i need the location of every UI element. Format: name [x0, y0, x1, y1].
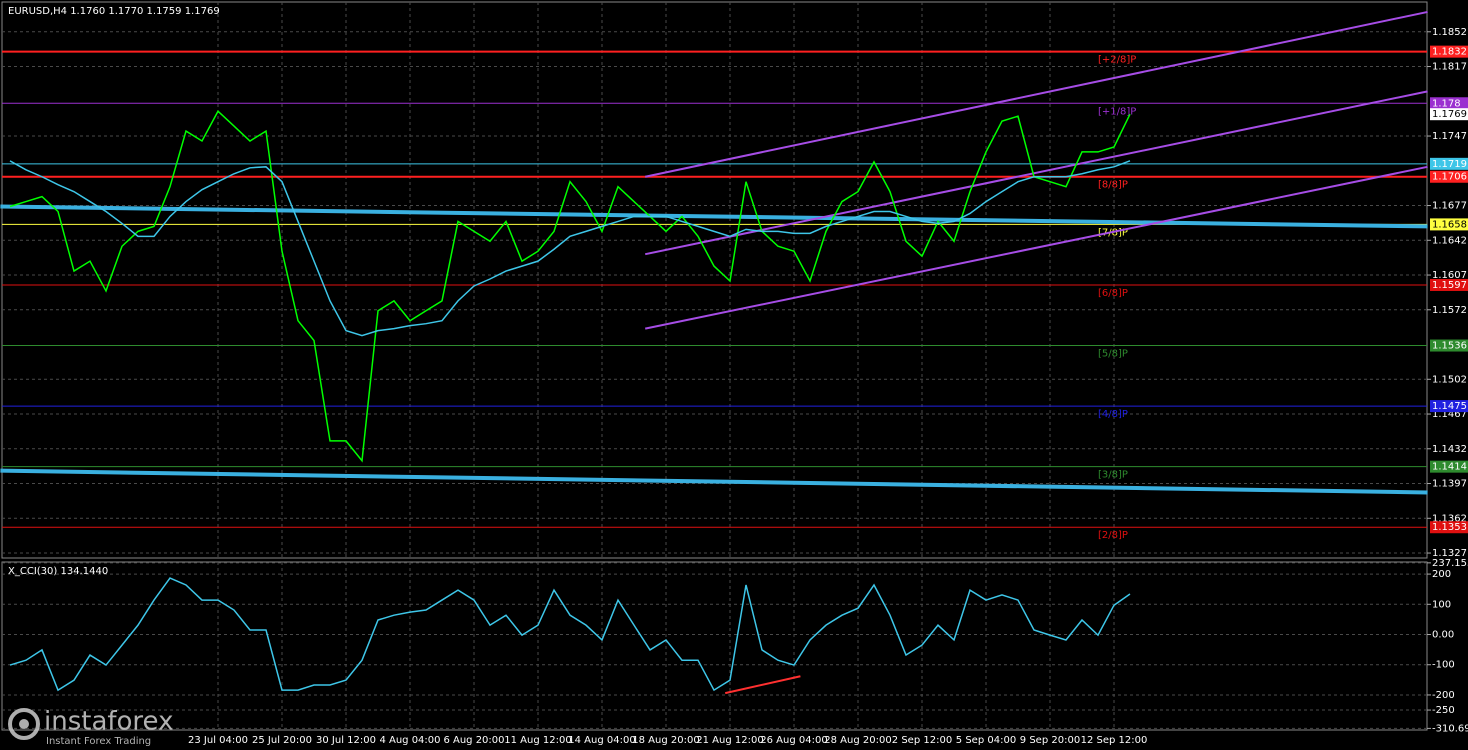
x-tick-label: 12 Sep 12:00	[1081, 735, 1148, 746]
level-price-box	[1430, 521, 1468, 534]
x-tick-label: 5 Sep 04:00	[956, 735, 1016, 746]
y-tick-label: 1.1817	[1432, 62, 1467, 73]
y-tick-label: 1.1607	[1432, 270, 1467, 281]
y-tick-label: 1.1432	[1432, 444, 1467, 455]
trend-line	[724, 675, 801, 695]
level-price: 1.1475	[1432, 401, 1467, 412]
level-price: 1.1832	[1432, 47, 1467, 58]
level-price: 1.1658	[1432, 219, 1467, 230]
level-price-box	[1430, 157, 1468, 170]
x-tick-label: 2 Sep 12:00	[892, 735, 952, 746]
trend-line	[644, 10, 1428, 178]
y-tick-label: 1.1502	[1432, 374, 1467, 385]
trend-line	[644, 165, 1428, 330]
brand: instaforex	[44, 707, 173, 737]
level-price: 1.1597	[1432, 280, 1467, 291]
y-tick-label: 1.1852	[1432, 27, 1467, 38]
panel-title: EURUSD,H4 1.1760 1.1770 1.1759 1.1769	[8, 6, 220, 17]
level-price-box	[1430, 97, 1468, 110]
level-price: 1.1706	[1432, 172, 1467, 183]
level-label: [6/8]P	[1098, 288, 1128, 299]
y-tick-label: 1.1572	[1432, 305, 1467, 316]
level-label: [+1/8]P	[1098, 106, 1136, 117]
level-label: [2/8]P	[1098, 530, 1128, 541]
level-price: 1.1414	[1432, 462, 1467, 473]
y-tick-label: 1.1327	[1432, 548, 1467, 559]
x-tick-label: 6 Aug 20:00	[443, 735, 504, 746]
trend-line	[644, 90, 1428, 256]
level-price-box	[1430, 170, 1468, 183]
trend-line	[0, 468, 1428, 495]
x-tick-label: 4 Aug 04:00	[379, 735, 440, 746]
y-tick-label: -200	[1432, 690, 1455, 701]
last-price-box	[1430, 108, 1468, 121]
level-price-box	[1430, 460, 1468, 473]
level-price: 1.1536	[1432, 341, 1467, 352]
price-panel-frame	[1, 1, 1428, 559]
level-price: 1.1353	[1432, 522, 1467, 533]
level-price-box	[1430, 218, 1468, 231]
logo-core	[19, 719, 29, 729]
y-tick-label: 200	[1432, 569, 1451, 580]
level-label: [5/8]P	[1098, 349, 1128, 360]
series-line	[9, 160, 1131, 337]
level-price-box	[1430, 278, 1468, 291]
trend-line	[0, 204, 1428, 229]
panel-title: X_CCI(30) 134.1440	[8, 566, 108, 577]
x-tick-label: 21 Aug 12:00	[696, 735, 763, 746]
x-tick-label: 9 Sep 20:00	[1020, 735, 1080, 746]
last-price: 1.1769	[1432, 109, 1467, 120]
y-tick-label: 1.1397	[1432, 479, 1467, 490]
y-tick-label: 0.00	[1432, 630, 1454, 641]
y-tick-label: 237.1533	[1432, 558, 1468, 569]
level-label: [4/8]P	[1098, 409, 1128, 420]
level-label: [3/8]P	[1098, 470, 1128, 481]
x-tick-label: 26 Aug 04:00	[760, 735, 827, 746]
y-tick-label: -100	[1432, 660, 1455, 671]
y-tick-label: 1.1677	[1432, 201, 1467, 212]
x-tick-label: 30 Jul 12:00	[316, 735, 376, 746]
x-tick-label: 14 Aug 04:00	[568, 735, 635, 746]
x-tick-label: 28 Aug 20:00	[824, 735, 891, 746]
level-label: [8/8]P	[1098, 180, 1128, 191]
x-tick-label: 23 Jul 04:00	[188, 735, 248, 746]
y-tick-label: -250	[1432, 705, 1455, 716]
x-tick-label: 18 Aug 20:00	[632, 735, 699, 746]
y-tick-label: 1.1642	[1432, 235, 1467, 246]
watermark: instaforex Instant Forex Trading	[8, 707, 173, 747]
series-line	[9, 110, 1131, 463]
level-price: 1.178	[1432, 98, 1461, 109]
level-price-box	[1430, 400, 1468, 413]
y-tick-label: 1.1747	[1432, 131, 1467, 142]
x-tick-label: 25 Jul 20:00	[252, 735, 312, 746]
logo-ring	[8, 708, 40, 740]
y-tick-label: 1.1362	[1432, 513, 1467, 524]
series-line	[9, 577, 1131, 692]
tagline: Instant Forex Trading	[46, 736, 151, 747]
level-price: 1.1719	[1432, 159, 1467, 170]
x-tick-label: 11 Aug 12:00	[504, 735, 571, 746]
cci-panel-frame	[1, 561, 1428, 731]
level-label: [+2/8]P	[1098, 55, 1136, 66]
level-price-box	[1430, 339, 1468, 352]
y-tick-label: -310.6911	[1432, 723, 1468, 734]
y-tick-label: 100	[1432, 599, 1451, 610]
level-price-box	[1430, 45, 1468, 58]
y-tick-label: 1.1467	[1432, 409, 1467, 420]
